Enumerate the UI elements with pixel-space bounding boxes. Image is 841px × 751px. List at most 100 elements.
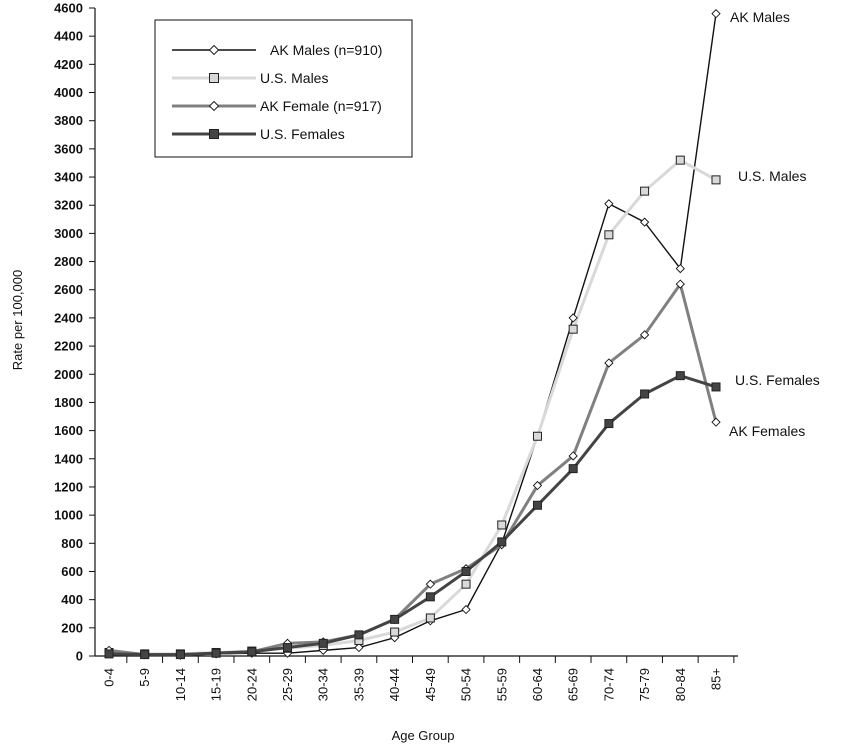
y-tick-label: 600 [61,564,83,579]
legend-marker-ak-females [208,100,220,112]
data-point-u-s-males [711,175,721,185]
legend-marker-u-s-females [209,129,219,139]
data-point-u-s-males [425,613,435,623]
legend: AK Males (n=910) U.S. Males AK Female (n=9… [154,19,413,158]
data-point-ak-males [461,604,471,615]
y-tick-label: 4400 [54,29,83,44]
x-tick-label: 35-39 [351,668,366,701]
y-tick-label: 4000 [54,85,83,100]
data-point-ak-males [568,313,578,323]
x-tick-label: 15-19 [209,668,224,701]
end-label-ak-males: AK Males [730,9,790,25]
legend-marker-u-s-males [209,73,219,83]
data-point-ak-males [639,217,650,227]
data-point-u-s-males [390,627,400,637]
x-axis-title: Age Group [392,728,455,743]
data-point-u-s-females [104,649,114,659]
y-tick-label: 3800 [54,113,83,128]
legend-label-ak-females: AK Female (n=917) [260,98,382,114]
y-tick-label: 2200 [54,339,83,354]
y-tick-label: 3000 [54,226,83,241]
y-tick-label: 2600 [54,282,83,297]
data-point-u-s-females [247,647,257,657]
data-point-ak-females [711,417,721,427]
x-tick-label: 20-24 [244,668,259,701]
x-tick-label: 40-44 [387,668,402,701]
data-point-u-s-females [425,592,435,602]
data-point-u-s-females [140,650,150,660]
y-tick-label: 1800 [54,395,83,410]
data-point-u-s-males [568,324,578,334]
y-tick-label: 1600 [54,423,83,438]
data-point-ak-males [711,8,721,19]
x-tick-label: 70-74 [601,668,616,701]
data-point-u-s-males [461,579,471,589]
x-tick-label: 0-4 [102,668,117,687]
y-tick-label: 400 [61,592,83,607]
data-point-u-s-females [497,537,507,547]
y-tick-label: 2400 [54,310,83,325]
y-tick-label: 3200 [54,198,83,213]
legend-label-u-s-males: U.S. Males [260,70,328,86]
data-point-u-s-females [461,566,471,576]
data-point-u-s-females [354,630,364,640]
data-point-u-s-males [604,230,614,240]
data-point-ak-females [604,358,614,368]
data-point-u-s-males [640,186,650,196]
y-tick-label: 1200 [54,479,83,494]
data-point-ak-females [639,330,650,340]
data-point-ak-males [354,642,364,653]
x-tick-label: 80-84 [673,668,688,701]
y-tick-label: 2800 [54,254,83,269]
x-tick-label: 25-29 [280,668,295,701]
legend-marker-ak-males [208,44,220,56]
end-label-u-s-males: U.S. Males [738,168,806,184]
data-point-u-s-males [532,431,542,441]
y-tick-label: 4600 [54,1,83,16]
series-end-labels: AK Males U.S. Males AK Females U.S. Females [729,9,820,439]
data-point-ak-females [425,579,435,589]
series-markers [104,8,721,660]
series-line-ak-females [108,282,718,657]
y-tick-label: 3600 [54,141,83,156]
data-point-u-s-females [318,638,328,648]
data-point-u-s-females [604,419,614,429]
data-point-ak-males [604,199,614,209]
y-axis-title: Rate per 100,000 [10,270,25,370]
y-tick-label: 2000 [54,367,83,382]
data-point-ak-females [532,480,543,491]
x-tick-label: 55-59 [494,668,509,701]
data-point-u-s-males [497,520,507,530]
x-tick-label: 30-34 [316,668,331,701]
series-line-u-s-males [108,158,717,656]
legend-label-u-s-females: U.S. Females [260,126,345,142]
y-tick-label: 3400 [54,170,83,185]
x-tick-label: 10-14 [173,668,188,701]
y-tick-label: 800 [61,536,83,551]
data-point-u-s-females [675,371,685,381]
y-tick-label: 0 [76,649,83,664]
x-tick-label: 85+ [709,668,724,690]
legend-label-ak-males: AK Males (n=910) [270,42,382,58]
data-point-u-s-females [532,500,542,510]
end-label-ak-females: AK Females [729,423,805,439]
data-point-u-s-females [211,648,221,658]
axes [94,8,738,657]
x-tick-label: 50-54 [459,668,474,701]
x-tick-label: 65-69 [566,668,581,701]
data-point-u-s-females [640,389,650,399]
y-tick-label: 4200 [54,57,83,72]
end-label-u-s-females: U.S. Females [735,372,820,388]
x-tick-label: 75-79 [637,668,652,701]
data-point-u-s-females [175,650,185,660]
data-point-ak-females [568,451,578,461]
data-point-u-s-females [711,382,721,392]
y-axis-ticks: 0 200 400 600 800 1000 1200 1400 1600 1800 2000 220… [54,1,95,664]
x-axis-ticks: 0-4 5-9 10-14 15-19 20-24 25-29 30-34 35-39 40-4… [102,656,735,701]
data-point-u-s-females [283,643,293,653]
data-point-ak-males [675,263,685,274]
y-tick-label: 1000 [54,508,83,523]
data-point-u-s-females [568,464,578,474]
data-point-u-s-females [390,614,400,624]
